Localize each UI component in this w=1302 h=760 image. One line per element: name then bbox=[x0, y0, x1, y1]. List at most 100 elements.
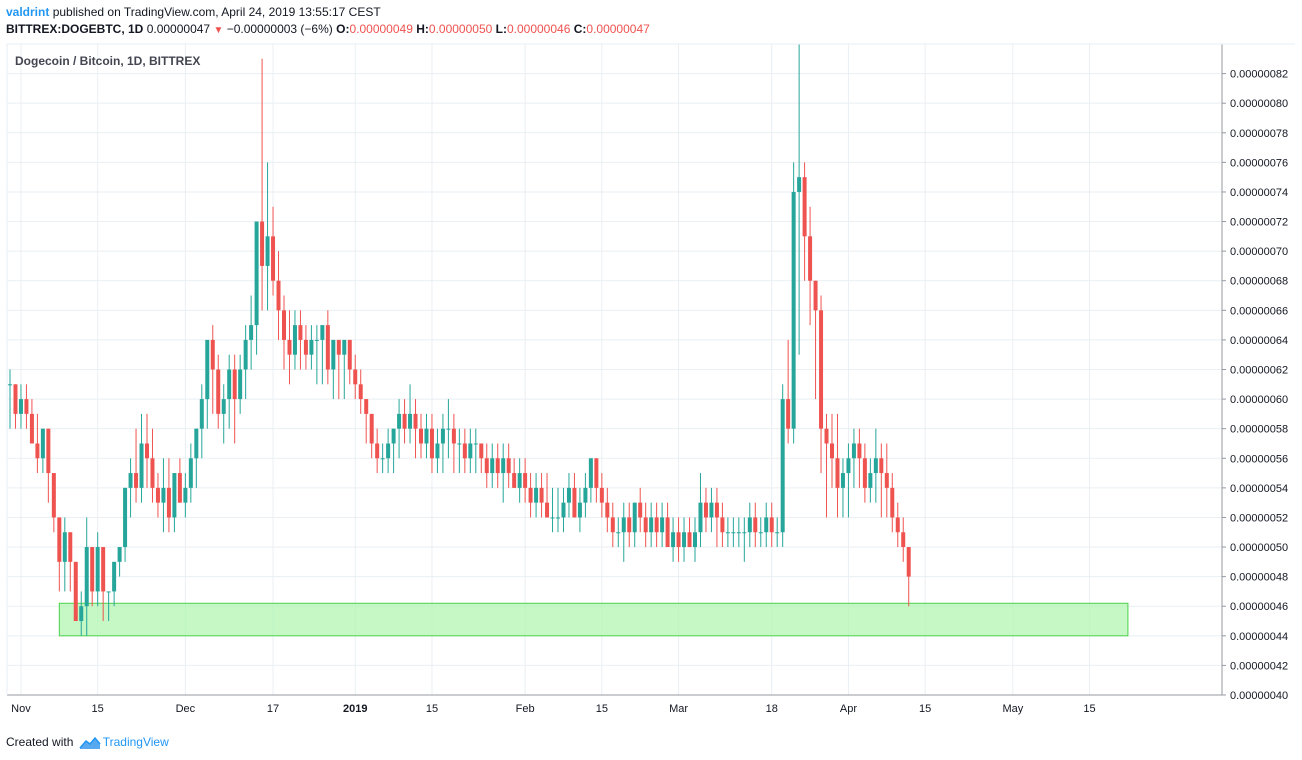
candle-body bbox=[890, 487, 895, 518]
candle bbox=[57, 517, 62, 592]
candle bbox=[249, 295, 254, 370]
candle bbox=[177, 458, 182, 503]
x-tick-label: Apr bbox=[840, 703, 857, 715]
candle-body bbox=[216, 369, 221, 414]
candle-body bbox=[172, 473, 177, 518]
low-value: 0.00000046 bbox=[506, 22, 571, 36]
candle-body bbox=[786, 399, 791, 429]
candle-body bbox=[419, 428, 423, 444]
candle bbox=[440, 413, 445, 474]
y-tick-label: 0.00000074 bbox=[1230, 187, 1288, 199]
down-arrow-icon: ▼ bbox=[213, 25, 224, 36]
candle-body bbox=[484, 458, 489, 474]
candle bbox=[561, 487, 566, 533]
candle-body bbox=[780, 399, 785, 533]
y-tick-label: 0.00000058 bbox=[1230, 424, 1288, 436]
candle bbox=[342, 339, 347, 400]
candle bbox=[599, 473, 604, 518]
candle bbox=[199, 384, 204, 459]
candle-body bbox=[35, 443, 40, 459]
candle-body bbox=[123, 487, 128, 548]
candle bbox=[364, 399, 369, 444]
candle-body bbox=[358, 384, 363, 400]
candle bbox=[840, 458, 845, 518]
candle-body bbox=[506, 458, 511, 474]
candle bbox=[736, 517, 741, 548]
candle-body bbox=[627, 517, 632, 533]
candle-body bbox=[101, 547, 106, 592]
candle bbox=[227, 354, 232, 429]
candle bbox=[84, 517, 89, 636]
candle-body bbox=[462, 443, 467, 459]
candle-body bbox=[254, 221, 259, 326]
candle bbox=[545, 473, 550, 518]
candle bbox=[714, 487, 719, 548]
candle-body bbox=[588, 458, 593, 488]
candle-body bbox=[517, 473, 522, 488]
candle bbox=[238, 354, 243, 414]
candle-body bbox=[873, 458, 878, 474]
candle bbox=[769, 502, 774, 548]
candle bbox=[556, 487, 560, 533]
candle-body bbox=[550, 517, 555, 519]
candle bbox=[895, 502, 900, 548]
candle-body bbox=[693, 532, 697, 548]
candle-body bbox=[424, 428, 429, 444]
y-tick-label: 0.00000052 bbox=[1230, 512, 1288, 524]
candle bbox=[901, 517, 906, 562]
candle-body bbox=[342, 339, 347, 355]
candle bbox=[539, 473, 544, 518]
candle-body bbox=[188, 458, 193, 488]
candle bbox=[868, 458, 873, 503]
candle bbox=[786, 339, 791, 444]
candle bbox=[358, 369, 363, 414]
candle-body bbox=[134, 473, 139, 488]
candle-body bbox=[676, 532, 681, 548]
price-chart[interactable]: 0.00000082 0.00000080 0.00000078 0.00000076… bbox=[0, 0, 1302, 730]
candle bbox=[846, 443, 851, 518]
candle bbox=[446, 399, 451, 459]
candle bbox=[8, 369, 12, 429]
candle bbox=[73, 561, 78, 622]
candle-body bbox=[155, 487, 160, 503]
candle bbox=[610, 502, 615, 548]
candle-body bbox=[402, 413, 407, 429]
candle bbox=[303, 325, 308, 370]
x-tick-label: 15 bbox=[596, 703, 608, 715]
candle-body bbox=[309, 339, 314, 355]
candle-body bbox=[369, 413, 374, 444]
candle-body bbox=[375, 443, 380, 459]
candle-body bbox=[671, 532, 676, 548]
candle-body bbox=[802, 177, 807, 237]
y-tick-label: 0.00000062 bbox=[1230, 365, 1288, 377]
open-label: O: bbox=[336, 22, 350, 36]
candle-body bbox=[808, 236, 813, 281]
y-tick-label: 0.00000066 bbox=[1230, 305, 1288, 317]
candle-body bbox=[435, 443, 440, 459]
x-tick-label: 15 bbox=[426, 703, 438, 715]
candle-body bbox=[210, 339, 215, 370]
candle bbox=[797, 44, 802, 355]
candle-body bbox=[183, 487, 188, 503]
candle-body bbox=[62, 532, 67, 562]
candle-body bbox=[556, 517, 560, 519]
candle bbox=[627, 502, 632, 548]
candle bbox=[29, 399, 34, 444]
candle bbox=[166, 458, 171, 533]
candle-body bbox=[479, 443, 484, 459]
candle bbox=[271, 206, 276, 296]
candle bbox=[429, 413, 434, 474]
candle bbox=[35, 413, 40, 474]
candle-body bbox=[605, 502, 610, 518]
x-tick-label: 15 bbox=[92, 703, 104, 715]
y-tick-label: 0.00000068 bbox=[1230, 276, 1288, 288]
candle bbox=[501, 443, 506, 503]
author-link[interactable]: valdrint bbox=[6, 5, 50, 19]
candle bbox=[391, 428, 396, 474]
candle bbox=[687, 517, 692, 548]
tradingview-link[interactable]: TradingView bbox=[102, 735, 169, 749]
ohlc-line: BITTREX:DOGEBTC, 1D 0.00000047 ▼ −0.0000… bbox=[6, 21, 650, 39]
last-price: 0.00000047 bbox=[146, 22, 211, 36]
candle bbox=[495, 443, 500, 488]
candle bbox=[583, 473, 588, 518]
